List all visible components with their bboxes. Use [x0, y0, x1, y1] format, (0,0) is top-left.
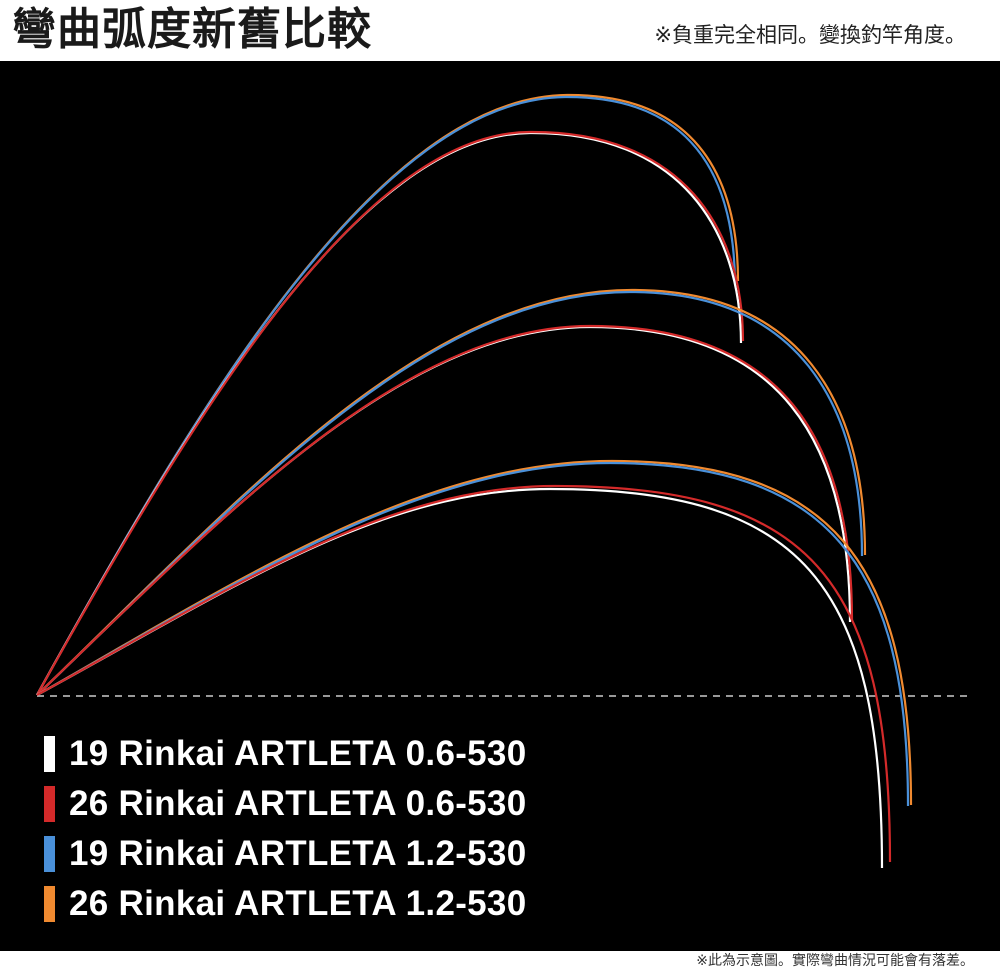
legend-swatch-white: [44, 736, 55, 772]
disclaimer-note: ※此為示意圖。實際彎曲情況可能會有落差。: [696, 953, 974, 969]
curve-19-1.2-high: [36, 95, 737, 696]
page-title: 彎曲弧度新舊比較: [12, 4, 372, 55]
curve-19-1.2-low: [36, 461, 910, 807]
legend-label: 19 Rinkai ARTLETA 1.2-530: [69, 834, 527, 873]
legend-label: 26 Rinkai ARTLETA 1.2-530: [69, 884, 527, 923]
legend-item-26-1.2: 26 Rinkai ARTLETA 1.2-530: [44, 879, 526, 929]
legend-item-19-0.6: 19 Rinkai ARTLETA 0.6-530: [44, 729, 526, 779]
chart-panel: 19 Rinkai ARTLETA 0.6-530 26 Rinkai ARTL…: [0, 61, 1000, 951]
legend: 19 Rinkai ARTLETA 0.6-530 26 Rinkai ARTL…: [44, 729, 526, 929]
curve-26-0.6-mid: [36, 324, 854, 696]
curve-26-1.2-low: [36, 459, 913, 806]
curve-19-0.6-mid: [36, 325, 852, 696]
legend-label: 26 Rinkai ARTLETA 0.6-530: [69, 784, 527, 823]
curve-26-0.6-high: [36, 130, 745, 696]
legend-item-26-0.6: 26 Rinkai ARTLETA 0.6-530: [44, 779, 526, 829]
curve-26-1.2-mid: [36, 288, 867, 696]
legend-swatch-orange: [44, 886, 55, 922]
curve-19-0.6-high: [36, 131, 743, 696]
load-note: ※負重完全相同。變換釣竿角度。: [654, 23, 966, 47]
legend-item-19-1.2: 19 Rinkai ARTLETA 1.2-530: [44, 829, 526, 879]
bend-curves-plot: [36, 93, 968, 869]
curve-19-1.2-mid: [36, 290, 864, 696]
legend-swatch-red: [44, 786, 55, 822]
legend-swatch-blue: [44, 836, 55, 872]
curve-26-1.2-high: [36, 93, 740, 696]
legend-label: 19 Rinkai ARTLETA 0.6-530: [69, 734, 527, 773]
curve-26-0.6-low: [36, 484, 892, 863]
